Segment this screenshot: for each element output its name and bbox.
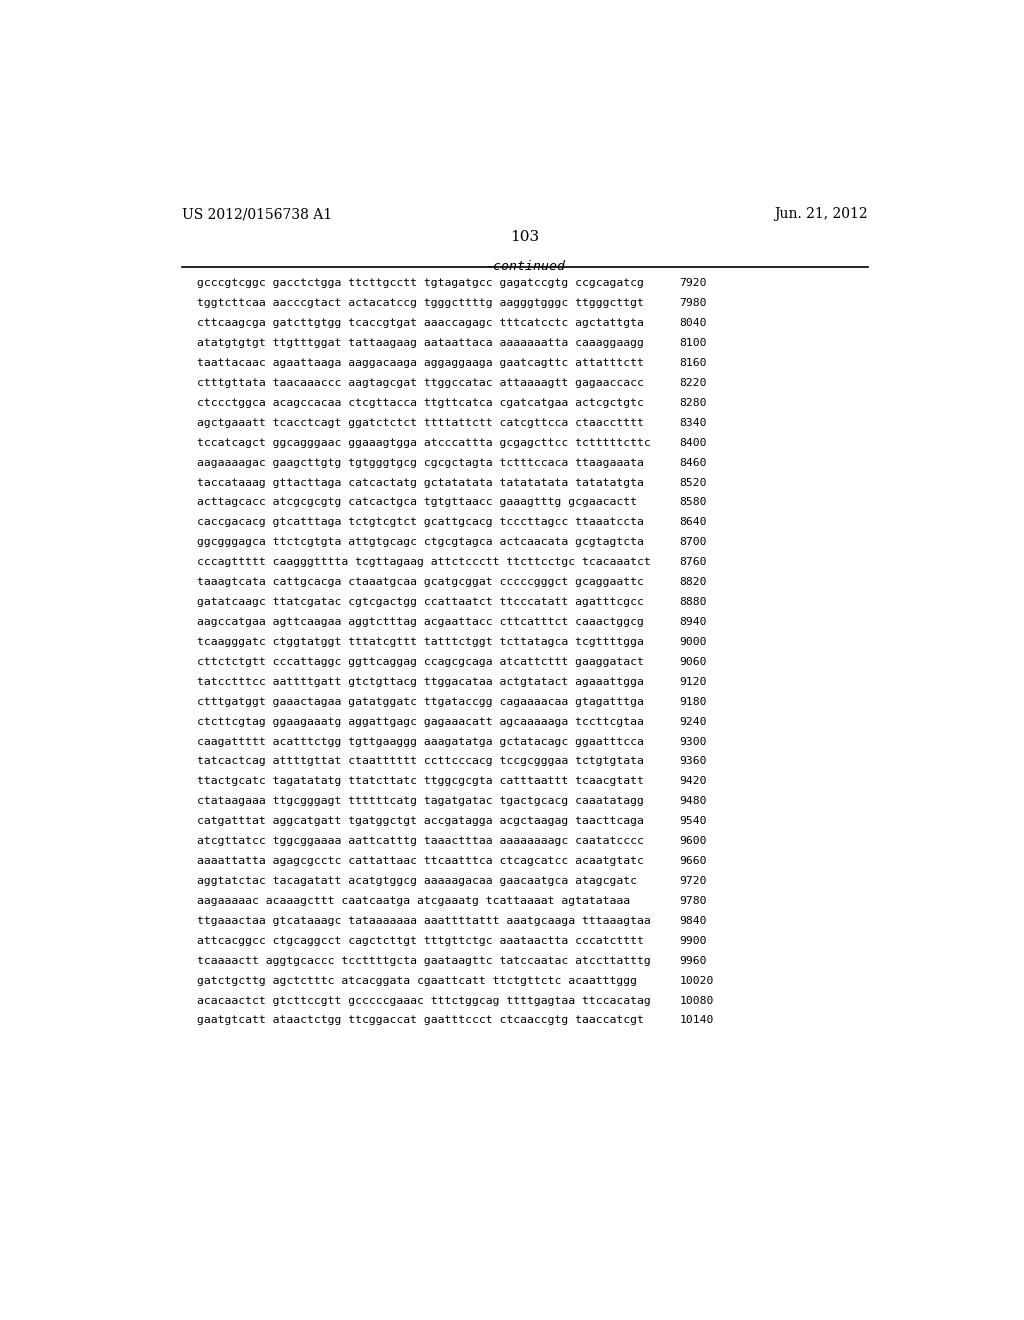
Text: tccatcagct ggcagggaac ggaaagtgga atcccattta gcgagcttcc tctttttcttc: tccatcagct ggcagggaac ggaaagtgga atcccat… [197, 438, 651, 447]
Text: ctttgttata taacaaaccc aagtagcgat ttggccatac attaaaagtt gagaaccacc: ctttgttata taacaaaccc aagtagcgat ttggcca… [197, 378, 644, 388]
Text: 10080: 10080 [680, 995, 714, 1006]
Text: 8460: 8460 [680, 458, 707, 467]
Text: 10020: 10020 [680, 975, 714, 986]
Text: tatcctttcc aattttgatt gtctgttacg ttggacataa actgtatact agaaattgga: tatcctttcc aattttgatt gtctgttacg ttggaca… [197, 677, 644, 686]
Text: agctgaaatt tcacctcagt ggatctctct ttttattctt catcgttcca ctaacctttt: agctgaaatt tcacctcagt ggatctctct ttttatt… [197, 418, 644, 428]
Text: atcgttatcc tggcggaaaa aattcatttg taaactttaa aaaaaaaagc caatatcccc: atcgttatcc tggcggaaaa aattcatttg taaactt… [197, 836, 644, 846]
Text: 8700: 8700 [680, 537, 707, 548]
Text: 9840: 9840 [680, 916, 707, 925]
Text: 8640: 8640 [680, 517, 707, 528]
Text: 9000: 9000 [680, 638, 707, 647]
Text: aagaaaaac acaaagcttt caatcaatga atcgaaatg tcattaaaat agtatataaa: aagaaaaac acaaagcttt caatcaatga atcgaaat… [197, 896, 630, 906]
Text: 8160: 8160 [680, 358, 707, 368]
Text: 8340: 8340 [680, 418, 707, 428]
Text: acttagcacc atcgcgcgtg catcactgca tgtgttaacc gaaagtttg gcgaacactt: acttagcacc atcgcgcgtg catcactgca tgtgtta… [197, 498, 637, 507]
Text: acacaactct gtcttccgtt gcccccgaaac tttctggcag ttttgagtaa ttccacatag: acacaactct gtcttccgtt gcccccgaaac tttctg… [197, 995, 651, 1006]
Text: attcacggcc ctgcaggcct cagctcttgt tttgttctgc aaataactta cccatctttt: attcacggcc ctgcaggcct cagctcttgt tttgttc… [197, 936, 644, 945]
Text: 8400: 8400 [680, 438, 707, 447]
Text: 9360: 9360 [680, 756, 707, 767]
Text: 8820: 8820 [680, 577, 707, 587]
Text: gaatgtcatt ataactctgg ttcggaccat gaatttccct ctcaaccgtg taaccatcgt: gaatgtcatt ataactctgg ttcggaccat gaatttc… [197, 1015, 644, 1026]
Text: 9780: 9780 [680, 896, 707, 906]
Text: 9660: 9660 [680, 857, 707, 866]
Text: taaagtcata cattgcacga ctaaatgcaa gcatgcggat cccccgggct gcaggaattc: taaagtcata cattgcacga ctaaatgcaa gcatgcg… [197, 577, 644, 587]
Text: aagaaaagac gaagcttgtg tgtgggtgcg cgcgctagta tctttccaca ttaagaaata: aagaaaagac gaagcttgtg tgtgggtgcg cgcgcta… [197, 458, 644, 467]
Text: caccgacacg gtcatttaga tctgtcgtct gcattgcacg tcccttagcc ttaaatccta: caccgacacg gtcatttaga tctgtcgtct gcattgc… [197, 517, 644, 528]
Text: catgatttat aggcatgatt tgatggctgt accgatagga acgctaagag taacttcaga: catgatttat aggcatgatt tgatggctgt accgata… [197, 816, 644, 826]
Text: 8880: 8880 [680, 597, 707, 607]
Text: gatctgcttg agctctttc atcacggata cgaattcatt ttctgttctc acaatttggg: gatctgcttg agctctttc atcacggata cgaattca… [197, 975, 637, 986]
Text: taccataaag gttacttaga catcactatg gctatatata tatatatata tatatatgta: taccataaag gttacttaga catcactatg gctatat… [197, 478, 644, 487]
Text: 9180: 9180 [680, 697, 707, 706]
Text: -continued: -continued [484, 260, 565, 273]
Text: 8520: 8520 [680, 478, 707, 487]
Text: 9300: 9300 [680, 737, 707, 747]
Text: aaaattatta agagcgcctc cattattaac ttcaatttca ctcagcatcc acaatgtatc: aaaattatta agagcgcctc cattattaac ttcaatt… [197, 857, 644, 866]
Text: 8580: 8580 [680, 498, 707, 507]
Text: 9540: 9540 [680, 816, 707, 826]
Text: 7920: 7920 [680, 279, 707, 288]
Text: aagccatgaa agttcaagaa aggtctttag acgaattacc cttcatttct caaactggcg: aagccatgaa agttcaagaa aggtctttag acgaatt… [197, 616, 644, 627]
Text: tcaaaactt aggtgcaccc tccttttgcta gaataagttc tatccaatac atccttatttg: tcaaaactt aggtgcaccc tccttttgcta gaataag… [197, 956, 651, 966]
Text: tggtcttcaa aacccgtact actacatccg tgggcttttg aagggtgggc ttgggcttgt: tggtcttcaa aacccgtact actacatccg tgggctt… [197, 298, 644, 309]
Text: 9060: 9060 [680, 657, 707, 667]
Text: caagattttt acatttctgg tgttgaaggg aaagatatga gctatacagc ggaatttcca: caagattttt acatttctgg tgttgaaggg aaagata… [197, 737, 644, 747]
Text: cccagttttt caagggtttta tcgttagaag attctccctt ttcttcctgc tcacaaatct: cccagttttt caagggtttta tcgttagaag attctc… [197, 557, 651, 568]
Text: 10140: 10140 [680, 1015, 714, 1026]
Text: atatgtgtgt ttgtttggat tattaagaag aataattaca aaaaaaatta caaaggaagg: atatgtgtgt ttgtttggat tattaagaag aataatt… [197, 338, 644, 348]
Text: tcaagggatc ctggtatggt tttatcgttt tatttctggt tcttatagca tcgttttgga: tcaagggatc ctggtatggt tttatcgttt tatttct… [197, 638, 644, 647]
Text: gcccgtcggc gacctctgga ttcttgcctt tgtagatgcc gagatccgtg ccgcagatcg: gcccgtcggc gacctctgga ttcttgcctt tgtagat… [197, 279, 644, 288]
Text: Jun. 21, 2012: Jun. 21, 2012 [774, 207, 867, 222]
Text: 9120: 9120 [680, 677, 707, 686]
Text: ggcgggagca ttctcgtgta attgtgcagc ctgcgtagca actcaacata gcgtagtcta: ggcgggagca ttctcgtgta attgtgcagc ctgcgta… [197, 537, 644, 548]
Text: ctttgatggt gaaactagaa gatatggatc ttgataccgg cagaaaacaa gtagatttga: ctttgatggt gaaactagaa gatatggatc ttgatac… [197, 697, 644, 706]
Text: 9480: 9480 [680, 796, 707, 807]
Text: ttgaaactaa gtcataaagc tataaaaaaa aaattttattt aaatgcaaga tttaaagtaa: ttgaaactaa gtcataaagc tataaaaaaa aaatttt… [197, 916, 651, 925]
Text: US 2012/0156738 A1: US 2012/0156738 A1 [182, 207, 332, 222]
Text: aggtatctac tacagatatt acatgtggcg aaaaagacaa gaacaatgca atagcgatc: aggtatctac tacagatatt acatgtggcg aaaaaga… [197, 876, 637, 886]
Text: 8940: 8940 [680, 616, 707, 627]
Text: 103: 103 [510, 230, 540, 244]
Text: 9600: 9600 [680, 836, 707, 846]
Text: 9960: 9960 [680, 956, 707, 966]
Text: 7980: 7980 [680, 298, 707, 309]
Text: 9720: 9720 [680, 876, 707, 886]
Text: cttcaagcga gatcttgtgg tcaccgtgat aaaccagagc tttcatcctc agctattgta: cttcaagcga gatcttgtgg tcaccgtgat aaaccag… [197, 318, 644, 329]
Text: ctcttcgtag ggaagaaatg aggattgagc gagaaacatt agcaaaaaga tccttcgtaa: ctcttcgtag ggaagaaatg aggattgagc gagaaac… [197, 717, 644, 726]
Text: 9240: 9240 [680, 717, 707, 726]
Text: ttactgcatc tagatatatg ttatcttatc ttggcgcgta catttaattt tcaacgtatt: ttactgcatc tagatatatg ttatcttatc ttggcgc… [197, 776, 644, 787]
Text: 8040: 8040 [680, 318, 707, 329]
Text: 8280: 8280 [680, 397, 707, 408]
Text: tatcactcag attttgttat ctaatttttt ccttcccacg tccgcgggaa tctgtgtata: tatcactcag attttgttat ctaatttttt ccttccc… [197, 756, 644, 767]
Text: 8100: 8100 [680, 338, 707, 348]
Text: taattacaac agaattaaga aaggacaaga aggaggaaga gaatcagttc attatttctt: taattacaac agaattaaga aaggacaaga aggagga… [197, 358, 644, 368]
Text: ctataagaaa ttgcgggagt ttttttcatg tagatgatac tgactgcacg caaatatagg: ctataagaaa ttgcgggagt ttttttcatg tagatga… [197, 796, 644, 807]
Text: gatatcaagc ttatcgatac cgtcgactgg ccattaatct ttcccatatt agatttcgcc: gatatcaagc ttatcgatac cgtcgactgg ccattaa… [197, 597, 644, 607]
Text: 8760: 8760 [680, 557, 707, 568]
Text: 8220: 8220 [680, 378, 707, 388]
Text: 9900: 9900 [680, 936, 707, 945]
Text: cttctctgtt cccattaggc ggttcaggag ccagcgcaga atcattcttt gaaggatact: cttctctgtt cccattaggc ggttcaggag ccagcgc… [197, 657, 644, 667]
Text: ctccctggca acagccacaa ctcgttacca ttgttcatca cgatcatgaa actcgctgtc: ctccctggca acagccacaa ctcgttacca ttgttca… [197, 397, 644, 408]
Text: 9420: 9420 [680, 776, 707, 787]
